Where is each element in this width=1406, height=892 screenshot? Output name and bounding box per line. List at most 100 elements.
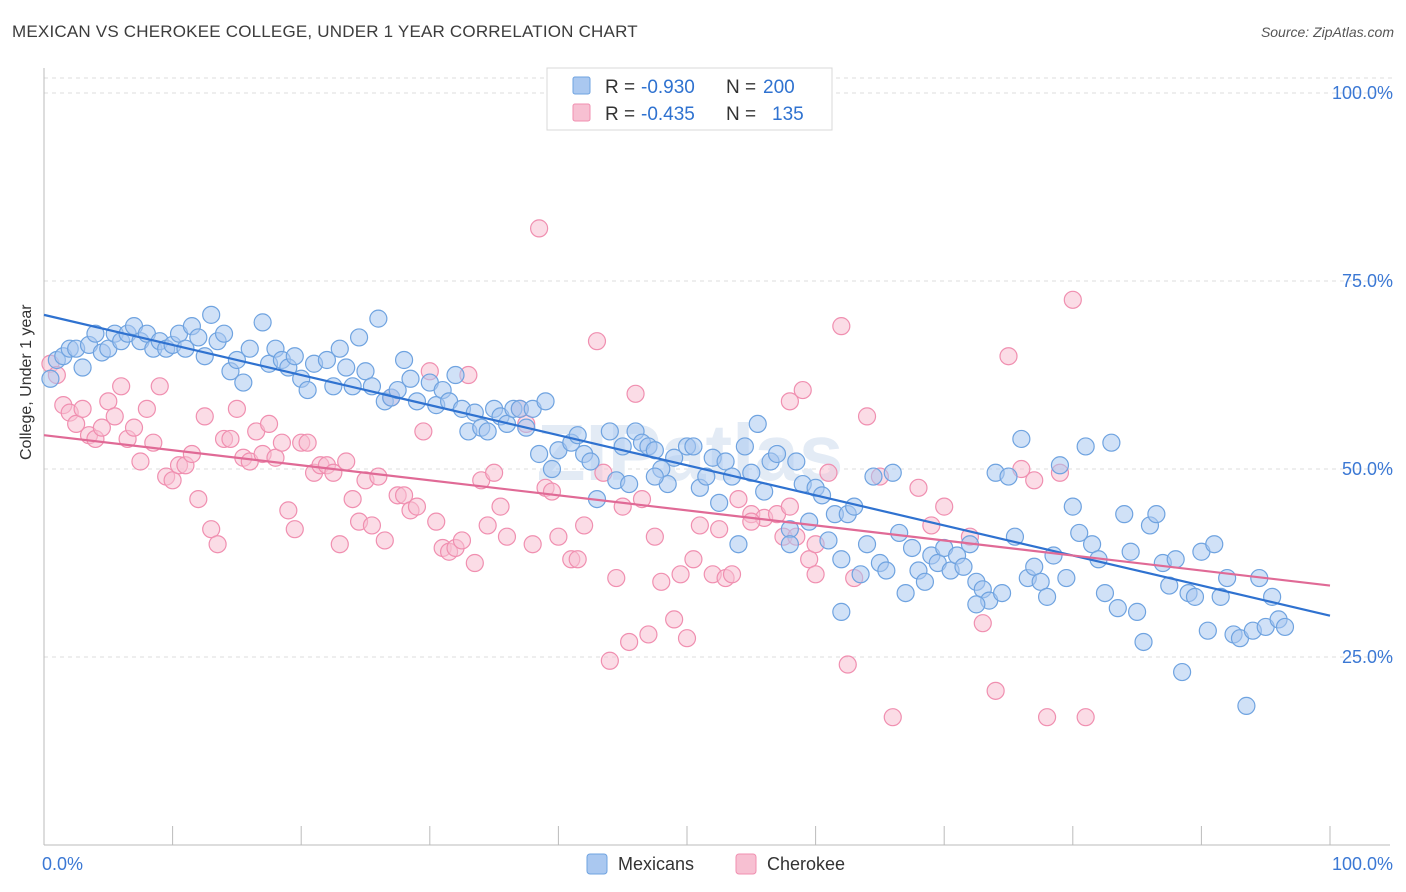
mexicans-point xyxy=(1063,497,1082,516)
cherokee-point xyxy=(491,497,510,516)
cherokee-point xyxy=(986,681,1005,700)
cherokee-point xyxy=(1025,471,1044,490)
cherokee-point xyxy=(208,535,227,554)
y-tick-label: 75.0% xyxy=(1342,271,1393,291)
y-tick-label: 25.0% xyxy=(1342,647,1393,667)
mexicans-point xyxy=(349,328,369,347)
legend-n-label-cherokee: N = xyxy=(726,104,756,125)
cherokee-point xyxy=(343,489,362,509)
cherokee-point xyxy=(568,550,587,569)
cherokee-point xyxy=(73,399,92,418)
mexicans-point xyxy=(285,347,304,366)
mexicans-point xyxy=(530,444,549,464)
mexicans-point xyxy=(877,561,896,580)
mexicans-point xyxy=(767,444,787,464)
cherokee-point xyxy=(1063,290,1082,309)
cherokee-point xyxy=(407,497,427,516)
mexicans-point xyxy=(317,350,337,370)
x-tick-label: 100.0% xyxy=(1332,854,1393,874)
mexicans-point xyxy=(41,369,60,388)
cherokee-point xyxy=(298,433,317,452)
cherokee-point xyxy=(909,478,928,497)
cherokee-point xyxy=(478,516,497,535)
cherokee-point xyxy=(465,553,484,573)
cherokee-point xyxy=(883,708,902,727)
mexicans-point xyxy=(1185,587,1205,606)
cherokee-point xyxy=(575,516,594,535)
cherokee-point xyxy=(523,535,542,554)
cherokee-point xyxy=(485,463,504,482)
source-credit: Source: ZipAtlas.com xyxy=(1260,24,1394,40)
cherokee-point xyxy=(1076,708,1095,727)
mexicans-point xyxy=(915,572,935,591)
mexicans-point xyxy=(992,583,1012,603)
mexicans-point xyxy=(1275,617,1295,637)
cherokee-point xyxy=(620,632,639,652)
mexicans-point xyxy=(1082,535,1102,554)
cherokee-point xyxy=(690,516,709,535)
bottom-legend-label-mexicans: Mexicans xyxy=(618,854,694,874)
cherokee-point xyxy=(819,463,838,482)
cherokee-point xyxy=(369,467,388,486)
cherokee-point xyxy=(150,377,169,396)
mexicans-point xyxy=(1147,505,1166,524)
legend-n-value-cherokee: 135 xyxy=(772,104,804,125)
cherokee-trend-line xyxy=(43,434,1331,587)
mexicans-point xyxy=(1237,696,1256,715)
mexicans-point xyxy=(902,538,922,558)
cherokee-point xyxy=(427,512,446,531)
mexicans-point xyxy=(394,350,414,370)
cherokee-point xyxy=(800,550,819,569)
cherokee-point xyxy=(973,614,992,633)
mexicans-point xyxy=(1108,599,1127,618)
axes xyxy=(43,68,1390,846)
cherokee-point xyxy=(137,399,156,418)
cherokee-point xyxy=(195,407,214,426)
cherokee-point xyxy=(330,535,349,554)
cherokee-point xyxy=(202,520,221,539)
cherokee-point xyxy=(922,516,941,535)
cherokee-point xyxy=(124,418,144,437)
mexicans-point xyxy=(298,380,317,400)
mexicans-point xyxy=(1121,542,1140,561)
bottom-legend-swatch-mexicans xyxy=(586,853,608,875)
cherokee-point xyxy=(613,497,632,516)
mexicans-point xyxy=(1076,437,1095,456)
cherokee-point xyxy=(99,392,118,411)
bottom-legend: Mexicans Cherokee xyxy=(586,853,845,875)
cherokee-point xyxy=(665,610,684,629)
cherokee-point xyxy=(607,568,626,588)
cherokee-point xyxy=(414,422,433,441)
mexicans-point xyxy=(600,422,619,441)
cherokee-point xyxy=(832,317,851,336)
cherokee-point xyxy=(542,482,562,501)
cherokee-point xyxy=(780,392,799,411)
cherokee-point xyxy=(221,429,240,449)
mexicans-point xyxy=(1127,602,1147,621)
cherokee-point xyxy=(999,347,1018,366)
mexicans-point xyxy=(851,565,870,584)
mexicans-point xyxy=(581,452,600,471)
bottom-legend-swatch-cherokee xyxy=(735,853,757,875)
mexicans-point xyxy=(883,463,902,482)
cherokee-point xyxy=(652,572,671,591)
mexicans-point xyxy=(999,467,1018,486)
mexicans-point xyxy=(1166,550,1185,569)
mexicans-point xyxy=(330,339,349,358)
cherokee-point xyxy=(600,651,619,670)
cherokee-point xyxy=(530,219,549,238)
cherokee-point xyxy=(671,565,690,584)
mexicans-point xyxy=(1057,568,1076,588)
cherokee-point xyxy=(549,527,568,546)
mexicans-point xyxy=(253,313,272,332)
mexicans-point xyxy=(832,550,851,569)
cherokee-point xyxy=(337,452,356,471)
mexicans-point xyxy=(1025,557,1044,576)
cherokee-point xyxy=(838,655,857,674)
cherokee-point xyxy=(639,625,658,644)
legend-n-value-mexicans: 200 xyxy=(763,77,795,98)
legend-swatch-mexicans xyxy=(572,76,591,95)
mexicans-point xyxy=(240,339,259,358)
mexicans-point xyxy=(369,309,388,328)
mexicans-point xyxy=(1050,456,1070,475)
